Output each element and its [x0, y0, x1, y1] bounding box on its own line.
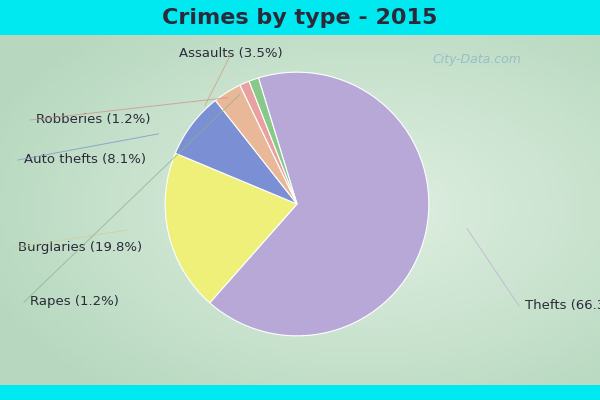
Wedge shape	[165, 153, 297, 303]
Text: Thefts (66.3%): Thefts (66.3%)	[525, 300, 600, 312]
Text: City-Data.com: City-Data.com	[432, 53, 521, 66]
Wedge shape	[249, 78, 297, 204]
Text: Assaults (3.5%): Assaults (3.5%)	[179, 48, 283, 60]
Wedge shape	[210, 72, 429, 336]
Text: Robberies (1.2%): Robberies (1.2%)	[36, 114, 151, 126]
Wedge shape	[215, 85, 297, 204]
Text: Burglaries (19.8%): Burglaries (19.8%)	[18, 242, 142, 254]
Text: Crimes by type - 2015: Crimes by type - 2015	[163, 8, 437, 28]
Wedge shape	[175, 100, 297, 204]
Text: Auto thefts (8.1%): Auto thefts (8.1%)	[24, 154, 146, 166]
Text: Rapes (1.2%): Rapes (1.2%)	[30, 296, 119, 308]
Wedge shape	[240, 81, 297, 204]
